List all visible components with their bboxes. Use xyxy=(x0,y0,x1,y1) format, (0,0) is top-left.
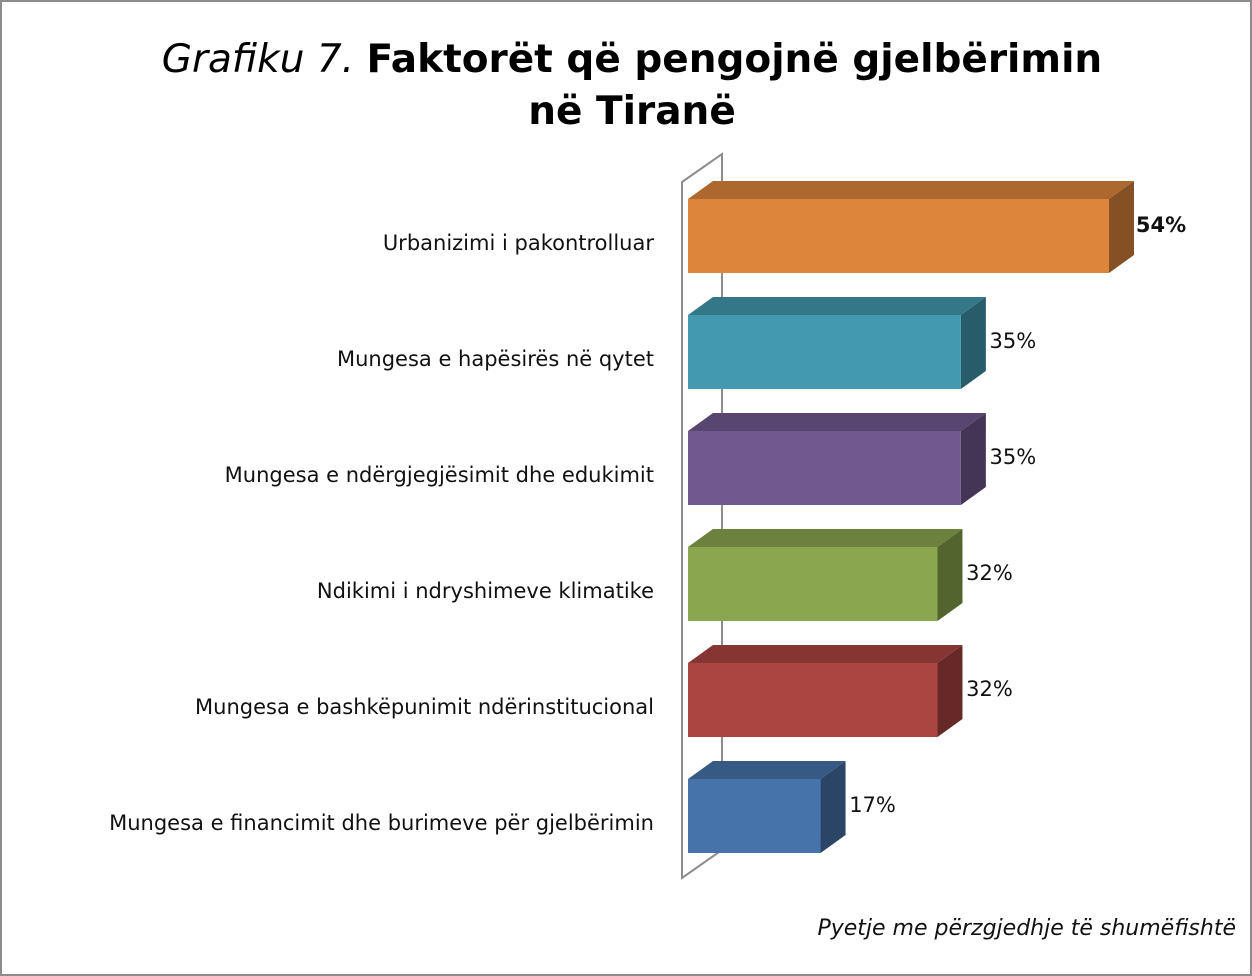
value-label: 54% xyxy=(1136,213,1186,237)
value-label: 17% xyxy=(849,793,896,817)
figure-label: Grafiku 7. xyxy=(161,37,355,82)
bar-top xyxy=(688,297,986,315)
bar-side xyxy=(960,413,986,505)
bar-side xyxy=(820,761,846,853)
value-label: 32% xyxy=(966,561,1013,585)
bar-side xyxy=(937,529,963,621)
value-label: 32% xyxy=(966,677,1013,701)
note: Pyetje me përzgjedhje të shumëfishtë xyxy=(817,916,1236,941)
bar-top xyxy=(688,761,846,779)
value-label: 35% xyxy=(990,445,1037,469)
bar-front xyxy=(688,663,938,737)
bar xyxy=(688,181,1134,273)
bar-side xyxy=(937,645,963,737)
chart-title: Grafiku 7. Faktorët që pengojnë gjelbëri… xyxy=(132,34,1132,138)
bar-top xyxy=(688,413,986,431)
category-label: Mungesa e ndërgjegjësimit dhe edukimit xyxy=(225,463,654,487)
bar-side xyxy=(960,297,986,389)
category-label: Mungesa e financimit dhe burimeve për gj… xyxy=(109,811,654,835)
bar-front xyxy=(688,779,821,853)
category-label: Mungesa e bashkëpunimit ndërinstituciona… xyxy=(195,695,654,719)
bar-front xyxy=(688,315,961,389)
bar xyxy=(688,529,963,621)
bar-top xyxy=(688,645,963,663)
bar-top xyxy=(688,529,963,547)
bar xyxy=(688,761,846,853)
value-label: 35% xyxy=(990,329,1037,353)
bar-top xyxy=(688,181,1134,199)
bar xyxy=(688,413,986,505)
category-label: Ndikimi i ndryshimeve klimatike xyxy=(317,579,654,603)
category-label: Mungesa e hapësirës në qytet xyxy=(337,347,654,371)
title-text: Faktorët që pengojnë gjelbërimin në Tira… xyxy=(366,37,1103,134)
bar-side xyxy=(1109,181,1134,273)
bar xyxy=(688,297,986,389)
category-label: Urbanizimi i pakontrolluar xyxy=(383,231,655,255)
bar-front xyxy=(688,199,1109,273)
bar xyxy=(688,645,963,737)
bar-front xyxy=(688,431,961,505)
bar-front xyxy=(688,547,938,621)
